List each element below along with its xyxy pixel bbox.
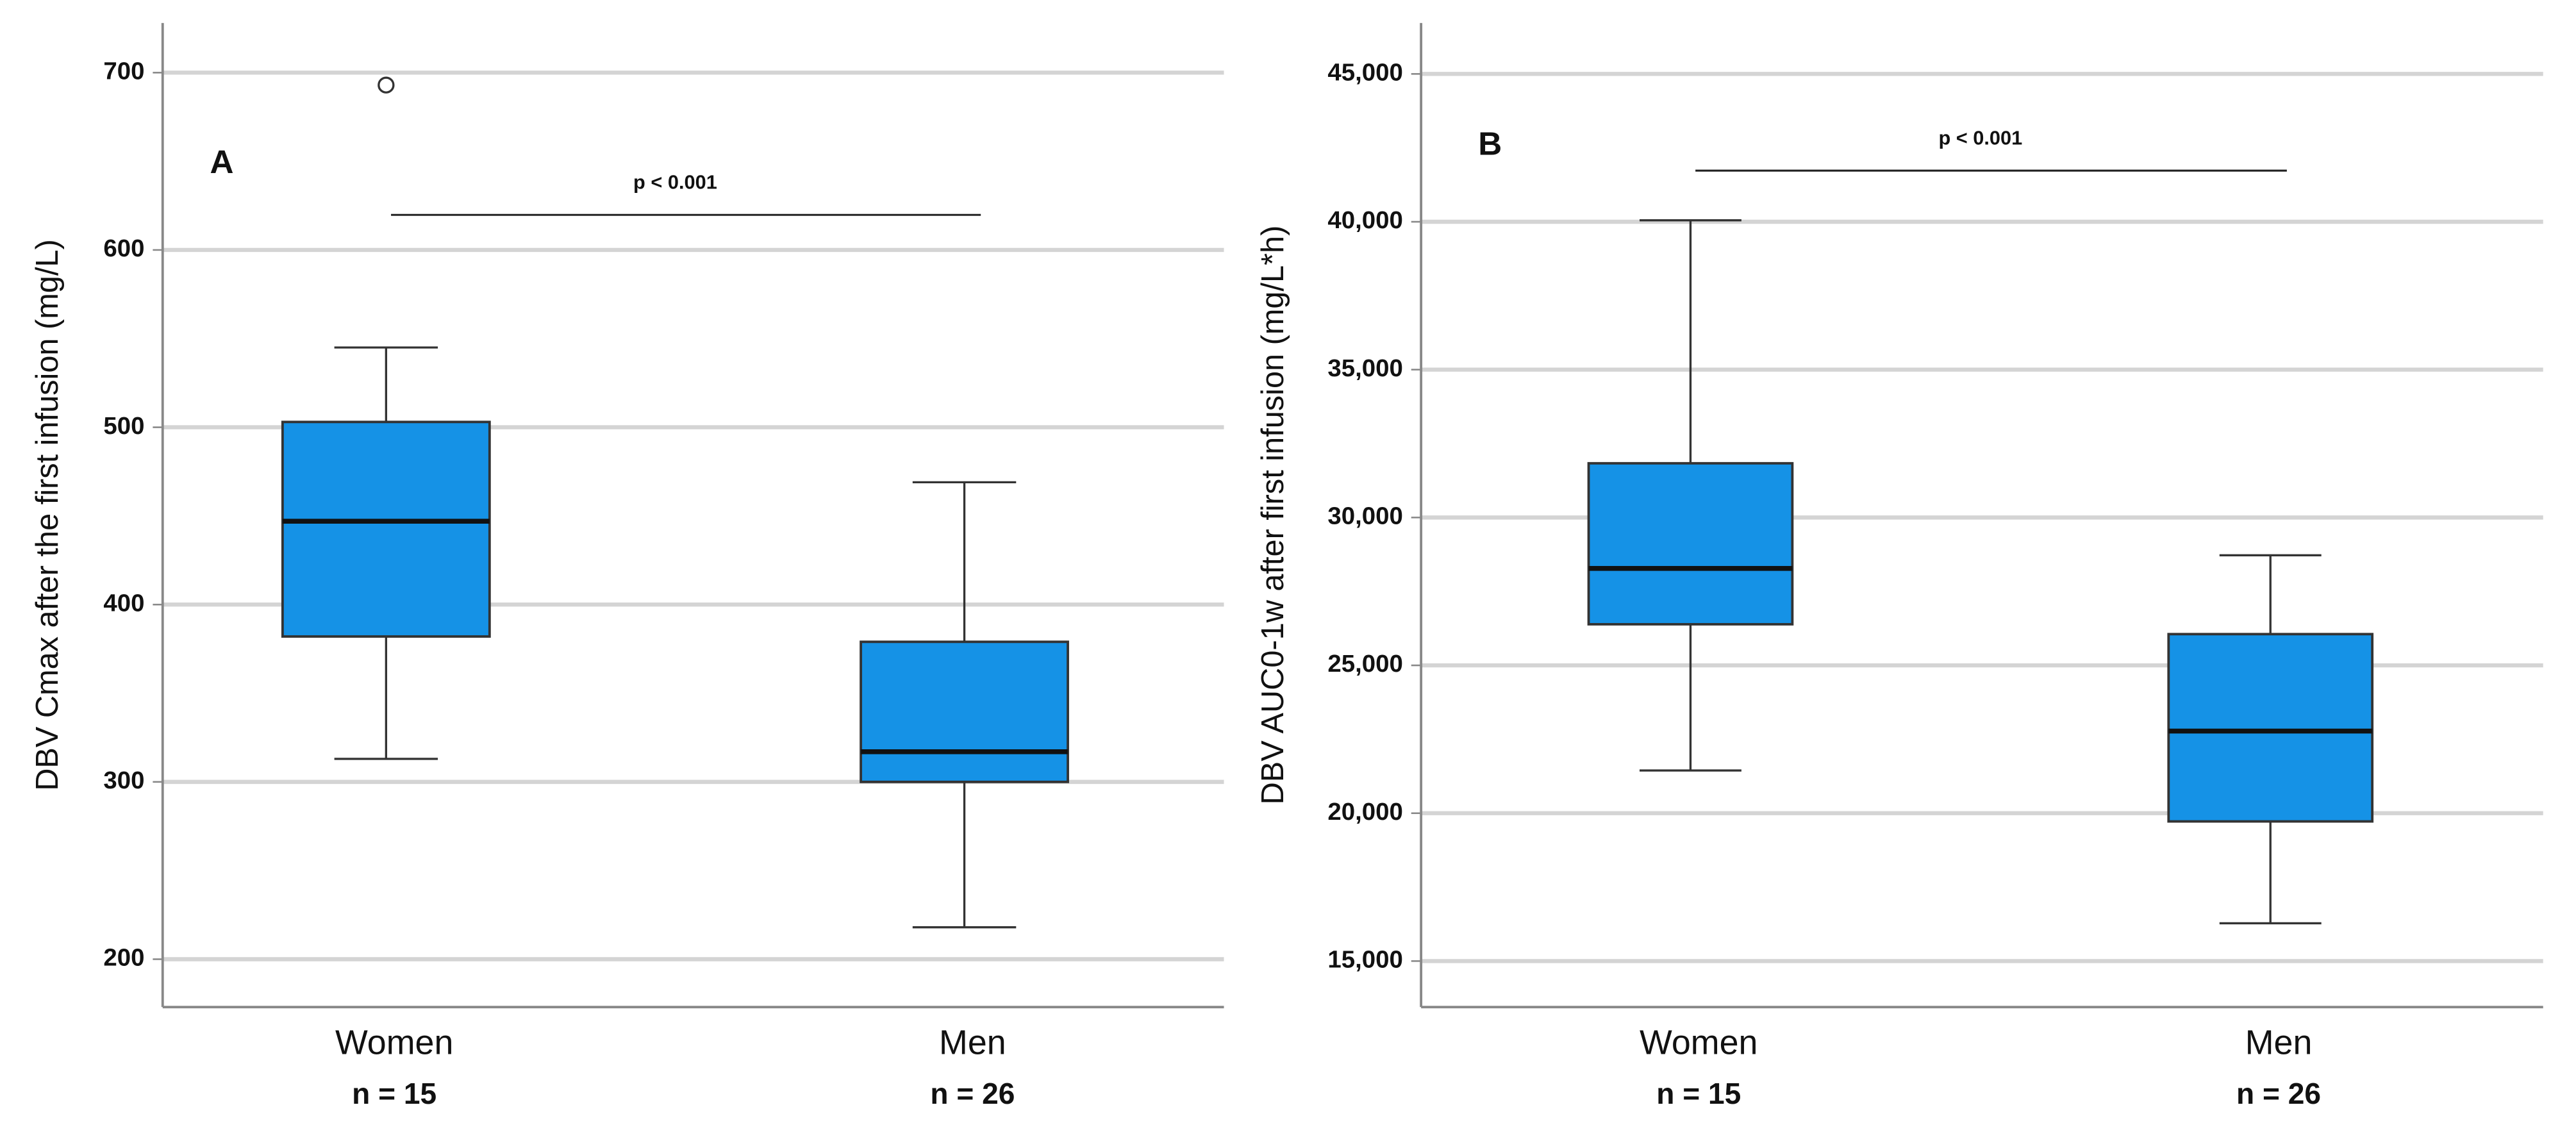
- x-tick-label: Women: [1640, 1023, 1757, 1061]
- box: [1587, 461, 1794, 626]
- y-tick-label: 600: [103, 235, 144, 262]
- y-tick-label: 30,000: [1327, 503, 1403, 530]
- annotation: p < 0.001: [633, 171, 717, 194]
- y-tick-label: 25,000: [1327, 650, 1403, 678]
- y-tick-label: 15,000: [1327, 946, 1403, 974]
- y-tick-label: 300: [103, 767, 144, 794]
- y-tick-label: 500: [103, 412, 144, 440]
- y-axis-title: DBV AUC0-1w after first infusion (mg/L*h…: [1256, 226, 1290, 805]
- x-tick-label: Men: [2245, 1023, 2313, 1061]
- annotation: p < 0.001: [1938, 127, 2022, 149]
- y-tick-label: 20,000: [1327, 798, 1403, 826]
- y-tick-label: 35,000: [1327, 354, 1403, 382]
- y-tick-label: 40,000: [1327, 206, 1403, 234]
- n-label: n = 15: [1656, 1077, 1741, 1110]
- n-label: n = 15: [352, 1077, 436, 1110]
- y-tick-label: 400: [103, 589, 144, 617]
- n-label: n = 26: [930, 1077, 1015, 1110]
- y-axis-title: DBV Cmax after the first infusion (mg/L): [30, 239, 65, 790]
- box: [2167, 633, 2374, 823]
- box: [860, 640, 1069, 783]
- y-tick-label: 45,000: [1327, 58, 1403, 86]
- n-label: n = 26: [2236, 1077, 2321, 1110]
- x-tick-label: Men: [939, 1023, 1006, 1061]
- outlier: [378, 76, 395, 94]
- y-tick-label: 700: [103, 57, 144, 85]
- box: [281, 420, 491, 638]
- panel-label: A: [210, 144, 234, 180]
- x-tick-label: Women: [335, 1023, 453, 1061]
- y-tick-label: 200: [103, 944, 144, 972]
- panel-label: B: [1478, 126, 1502, 162]
